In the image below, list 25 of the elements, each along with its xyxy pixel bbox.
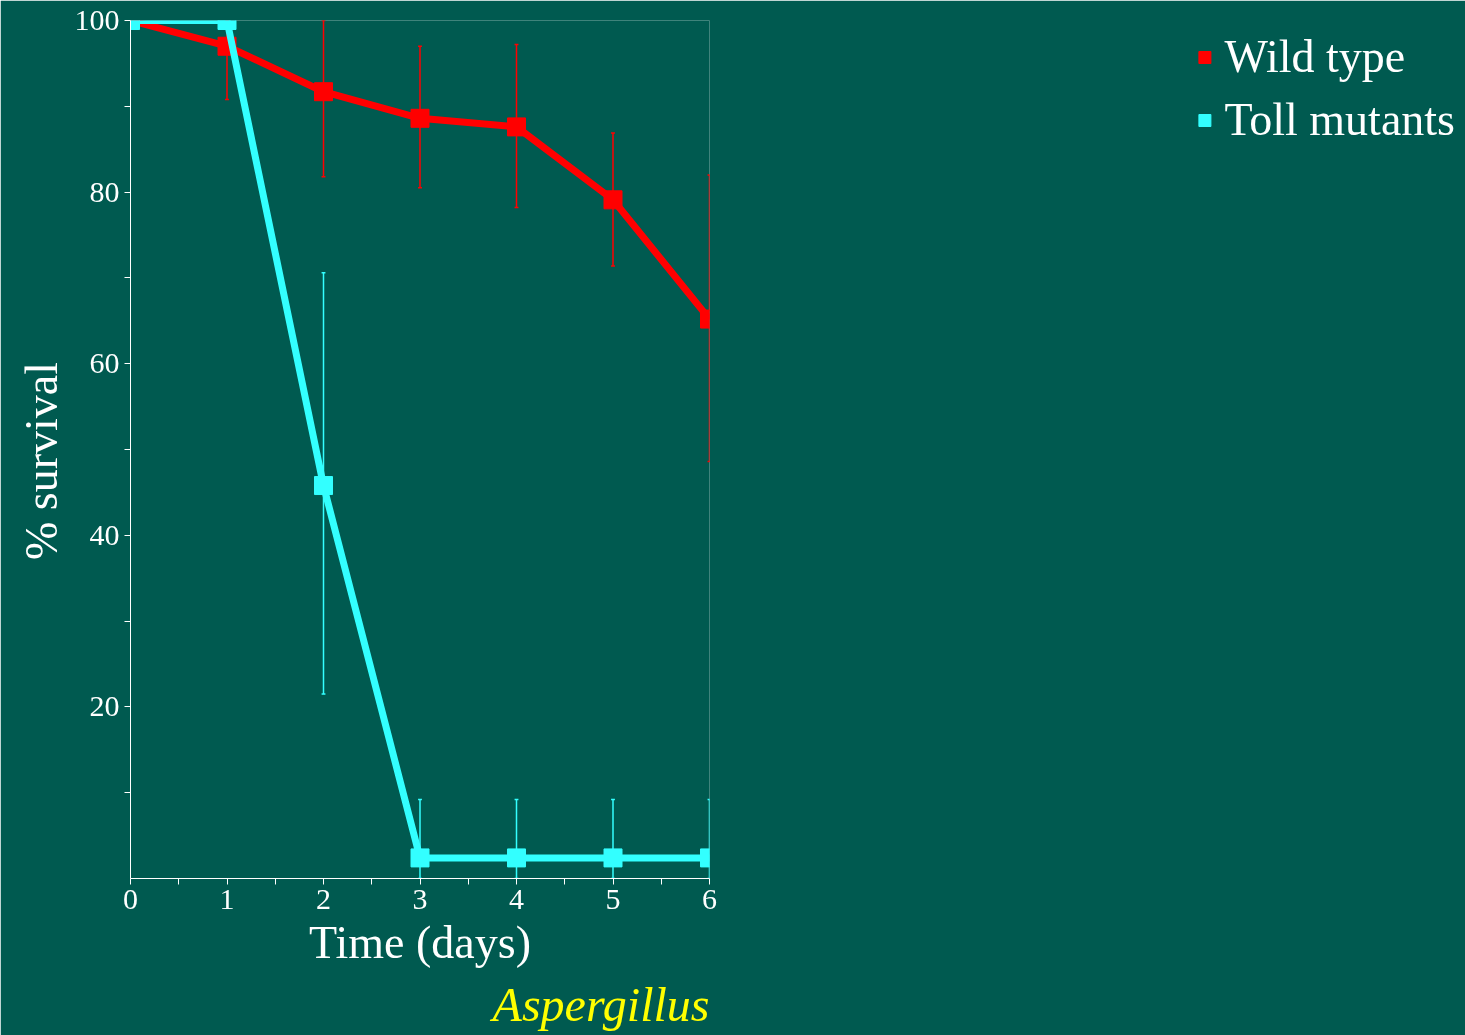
point bbox=[507, 848, 526, 868]
x-tick-label: 0 bbox=[123, 881, 138, 915]
x-tick-label: 3 bbox=[412, 881, 428, 915]
y-axis-title: % survival bbox=[15, 361, 67, 561]
x-tick-label: 5 bbox=[605, 881, 621, 915]
point bbox=[314, 476, 333, 496]
y-tick-label: 80 bbox=[89, 174, 120, 208]
x-tick-label: 4 bbox=[509, 881, 524, 915]
point bbox=[603, 848, 623, 868]
x-tick-label: 1 bbox=[219, 881, 235, 915]
legend-label: Wild type bbox=[1224, 30, 1406, 83]
y-tick-label: 20 bbox=[89, 689, 120, 723]
x-tick-label: 2 bbox=[316, 881, 331, 915]
x-tick-label: 6 bbox=[702, 881, 717, 915]
point bbox=[410, 848, 430, 868]
x-axis-title: Time (days) bbox=[309, 916, 531, 968]
point bbox=[603, 190, 623, 210]
point bbox=[507, 117, 526, 137]
legend-label: Toll mutants bbox=[1224, 93, 1455, 146]
point bbox=[314, 82, 333, 102]
y-tick-label: 60 bbox=[89, 346, 120, 380]
y-tick-label: 100 bbox=[74, 3, 120, 36]
y-tick-label: 40 bbox=[89, 517, 120, 551]
text: Aspergillus bbox=[489, 977, 710, 1031]
point bbox=[410, 108, 430, 128]
